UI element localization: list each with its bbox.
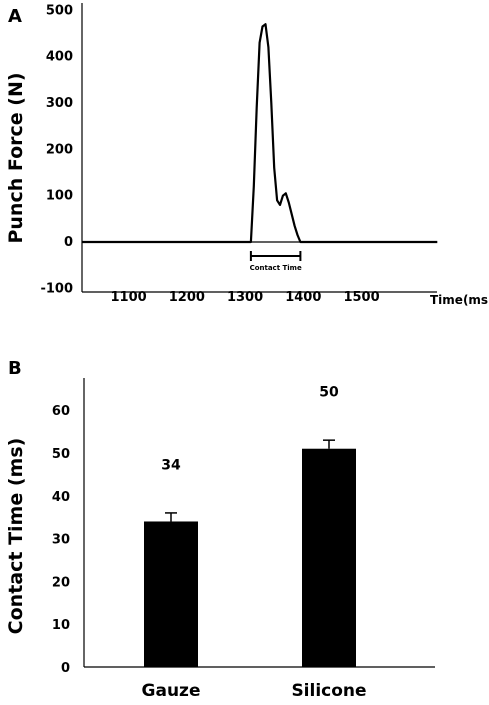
panel-a-y-tick-label: -100 bbox=[40, 281, 73, 296]
panel-b-y-tick-label: 0 bbox=[61, 661, 70, 676]
panel-b-label: B bbox=[8, 358, 22, 379]
panel-a-line-chart: A Punch Force (N) Time(ms) 500 400 300 200 1… bbox=[5, 3, 489, 307]
panel-a-x-tick-label: 1200 bbox=[169, 290, 205, 305]
data-label-gauze: 34 bbox=[161, 457, 181, 473]
bar-gauze bbox=[144, 521, 198, 667]
data-label-silicone: 50 bbox=[319, 385, 339, 401]
panel-b-y-tick-label: 40 bbox=[52, 490, 70, 505]
panel-b-bar-chart: B Contact Time (ms) 60 50 40 30 20 10 0 34 Gauz… bbox=[5, 358, 435, 701]
panel-a-y-tick-label: 200 bbox=[46, 142, 73, 157]
panel-b-y-tick-label: 20 bbox=[52, 575, 70, 590]
panel-a-y-tick-label: 500 bbox=[46, 3, 73, 18]
panel-a-x-tick-label: 1300 bbox=[227, 290, 263, 305]
panel-a-x-tick-label: 1500 bbox=[343, 290, 379, 305]
panel-a-y-tick-label: 300 bbox=[46, 96, 73, 111]
category-label-silicone: Silicone bbox=[291, 681, 366, 701]
panel-a-y-axis-label: Punch Force (N) bbox=[5, 72, 27, 243]
panel-a-x-tick-label: 1100 bbox=[110, 290, 146, 305]
contact-time-annotation: Contact Time bbox=[250, 264, 302, 272]
panel-a-label: A bbox=[8, 6, 22, 27]
panel-a-y-tick-label: 100 bbox=[46, 189, 73, 204]
panel-a-y-tick-label: 0 bbox=[64, 235, 73, 250]
panel-b-y-tick-label: 50 bbox=[52, 447, 70, 462]
bar-silicone bbox=[302, 448, 356, 667]
panel-b-y-tick-label: 60 bbox=[52, 404, 70, 419]
panel-a-x-tick-label: 1400 bbox=[285, 290, 321, 305]
category-label-gauze: Gauze bbox=[142, 681, 201, 701]
panel-b-y-tick-label: 30 bbox=[52, 533, 70, 548]
panel-b-y-axis-label: Contact Time (ms) bbox=[5, 438, 27, 635]
punch-force-series-line bbox=[82, 23, 438, 244]
panel-a-x-axis-label: Time(ms) bbox=[430, 293, 489, 307]
panel-a-y-tick-label: 400 bbox=[46, 50, 73, 65]
panel-b-y-tick-label: 10 bbox=[52, 618, 70, 633]
